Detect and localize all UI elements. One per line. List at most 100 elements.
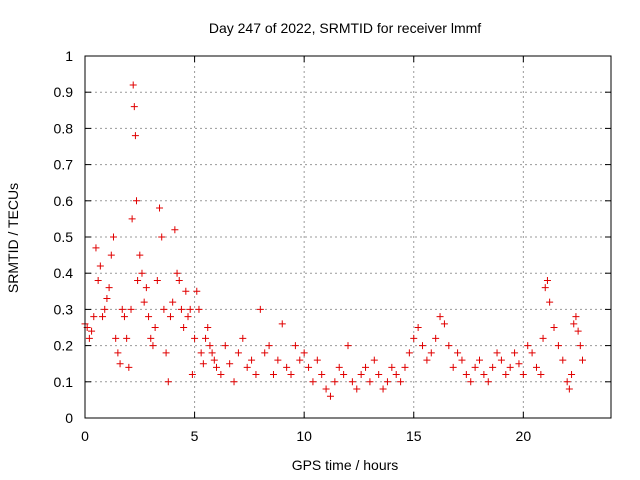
data-point xyxy=(392,371,400,379)
data-point xyxy=(462,371,470,379)
data-point xyxy=(182,287,190,295)
data-point xyxy=(184,313,192,321)
data-point xyxy=(291,342,299,350)
x-tick-label: 15 xyxy=(406,428,422,444)
data-point xyxy=(313,356,321,364)
y-tick-label: 0.3 xyxy=(54,301,74,317)
data-point xyxy=(131,132,139,140)
data-point xyxy=(519,371,527,379)
y-tick-label: 0.5 xyxy=(54,229,74,245)
data-point xyxy=(160,305,168,313)
data-point xyxy=(125,363,133,371)
data-point xyxy=(195,305,203,313)
data-point xyxy=(158,233,166,241)
data-point xyxy=(252,371,260,379)
data-point xyxy=(151,324,159,331)
data-point xyxy=(175,276,183,284)
data-point xyxy=(331,378,339,386)
data-point xyxy=(140,298,148,306)
data-point xyxy=(156,204,164,212)
y-tick-label: 0.9 xyxy=(54,84,74,100)
data-point xyxy=(568,371,576,379)
data-point xyxy=(344,342,352,350)
data-point xyxy=(427,349,435,357)
data-point xyxy=(537,371,545,379)
data-point xyxy=(440,320,448,328)
data-point xyxy=(208,349,216,357)
data-point xyxy=(419,342,427,350)
data-point xyxy=(576,342,584,350)
data-point xyxy=(230,378,238,386)
data-point xyxy=(130,103,138,111)
data-point xyxy=(559,356,567,364)
data-point xyxy=(445,342,453,350)
data-point xyxy=(362,363,370,371)
data-point xyxy=(127,305,135,313)
data-point xyxy=(261,349,269,357)
data-point xyxy=(515,360,523,368)
data-point xyxy=(85,334,93,342)
data-point xyxy=(467,378,475,386)
y-tick-label: 0.7 xyxy=(54,157,74,173)
data-point xyxy=(528,349,536,357)
data-point xyxy=(265,342,273,350)
data-point xyxy=(90,313,98,321)
data-point xyxy=(226,360,234,368)
data-point xyxy=(432,334,440,342)
data-point xyxy=(138,269,146,277)
data-point xyxy=(221,342,229,350)
data-point xyxy=(405,349,413,357)
data-point xyxy=(572,313,580,321)
data-point xyxy=(366,378,374,386)
data-point xyxy=(210,356,218,364)
data-point xyxy=(123,334,131,342)
data-point xyxy=(370,356,378,364)
data-point xyxy=(454,349,462,357)
data-point xyxy=(269,371,277,379)
y-axis-label: SRMTID / TECUs xyxy=(5,183,21,293)
data-point xyxy=(546,298,554,306)
data-point xyxy=(239,334,247,342)
x-tick-label: 10 xyxy=(296,428,312,444)
data-point xyxy=(506,363,514,371)
data-point xyxy=(204,324,212,331)
data-point xyxy=(199,360,207,368)
y-tick-label: 0.1 xyxy=(54,374,74,390)
data-point xyxy=(554,342,562,350)
data-point xyxy=(524,342,532,350)
data-point xyxy=(166,313,174,321)
data-point xyxy=(493,349,501,357)
data-point xyxy=(489,363,497,371)
data-point xyxy=(197,349,205,357)
data-point xyxy=(348,378,356,386)
data-point xyxy=(383,378,391,386)
data-point xyxy=(101,305,109,313)
data-point xyxy=(145,313,153,321)
y-tick-label: 0.6 xyxy=(54,193,74,209)
data-point xyxy=(177,305,185,313)
data-point xyxy=(234,349,242,357)
grid-layer xyxy=(85,56,611,418)
data-point xyxy=(484,378,492,386)
data-point xyxy=(309,378,317,386)
data-point xyxy=(458,356,466,364)
data-point xyxy=(283,363,291,371)
data-point xyxy=(401,363,409,371)
data-point xyxy=(322,385,330,393)
data-point xyxy=(114,349,122,357)
data-point xyxy=(550,324,558,331)
data-point xyxy=(256,305,264,313)
data-point xyxy=(116,360,124,368)
data-point xyxy=(471,363,479,371)
y-tick-label: 0.8 xyxy=(54,120,74,136)
data-point xyxy=(574,327,582,335)
data-point xyxy=(497,356,505,364)
data-point xyxy=(149,342,157,350)
data-point xyxy=(94,276,102,284)
data-point xyxy=(502,371,510,379)
data-point xyxy=(511,349,519,357)
y-tick-label: 1 xyxy=(65,48,73,64)
data-point xyxy=(318,371,326,379)
data-point xyxy=(305,363,313,371)
data-point xyxy=(379,385,387,393)
